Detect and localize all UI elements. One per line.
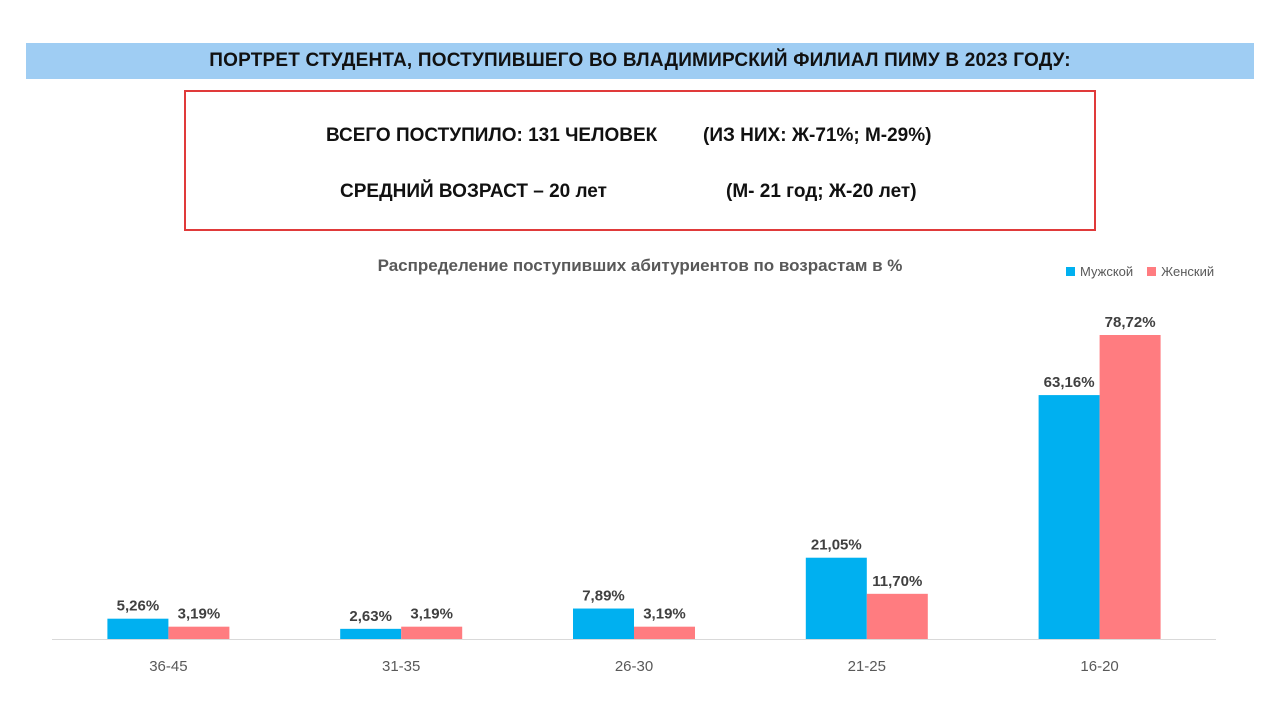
bar-male-26-30	[573, 608, 634, 639]
x-tick-label-31-35: 31-35	[382, 658, 420, 675]
chart-title: Распределение поступивших абитуриентов п…	[0, 256, 1280, 276]
chart-title-text: Распределение поступивших абитуриентов п…	[377, 256, 903, 275]
legend-item-female: Женский	[1147, 264, 1214, 279]
legend-label-female: Женский	[1161, 264, 1215, 279]
x-tick-label-16-20: 16-20	[1080, 658, 1118, 675]
bar-female-31-35	[401, 626, 463, 639]
bar-female-26-30	[634, 626, 695, 639]
bar-male-16-20	[1038, 395, 1100, 639]
total-admitted: ВСЕГО ПОСТУПИЛО: 131 ЧЕЛОВЕК	[326, 125, 658, 146]
legend-item-male: Мужской	[1066, 264, 1133, 279]
bar-male-36-45	[107, 618, 169, 639]
data-label-female-26-30: 3,19%	[643, 606, 686, 623]
bar-female-21-25	[866, 593, 928, 639]
data-label-male-21-25: 21,05%	[811, 537, 862, 554]
average-age-breakdown: (М- 21 год; Ж-20 лет)	[726, 181, 917, 202]
data-label-male-16-20: 63,16%	[1044, 374, 1095, 391]
data-label-male-36-45: 5,26%	[117, 598, 160, 615]
bar-male-21-25	[805, 557, 867, 639]
data-label-male-31-35: 2,63%	[349, 608, 392, 625]
average-age: СРЕДНИЙ ВОЗРАСТ – 20 лет	[340, 181, 607, 202]
data-label-female-31-35: 3,19%	[410, 606, 453, 623]
gender-breakdown: (ИЗ НИХ: Ж-71%; М-29%)	[703, 125, 932, 146]
chart-legend: Мужской Женский	[1066, 264, 1214, 279]
title-banner: ПОРТРЕТ СТУДЕНТА, ПОСТУПИВШЕГО ВО ВЛАДИМ…	[26, 43, 1254, 79]
data-label-female-36-45: 3,19%	[178, 606, 221, 623]
data-label-female-21-25: 11,70%	[872, 573, 922, 590]
x-tick-label-26-30: 26-30	[615, 658, 653, 675]
bar-female-36-45	[168, 626, 230, 639]
x-tick-label-36-45: 36-45	[149, 658, 187, 675]
data-label-male-26-30: 7,89%	[582, 588, 625, 605]
legend-label-male: Мужской	[1080, 264, 1134, 279]
summary-box: ВСЕГО ПОСТУПИЛО: 131 ЧЕЛОВЕК (ИЗ НИХ: Ж-…	[184, 90, 1096, 231]
data-label-female-16-20: 78,72%	[1105, 314, 1156, 331]
page-title: ПОРТРЕТ СТУДЕНТА, ПОСТУПИВШЕГО ВО ВЛАДИМ…	[209, 50, 1071, 71]
bar-female-16-20	[1099, 335, 1161, 639]
bar-male-31-35	[340, 628, 402, 639]
legend-swatch-male	[1066, 267, 1075, 276]
legend-swatch-female	[1147, 267, 1157, 276]
x-tick-label-21-25: 21-25	[848, 658, 886, 675]
